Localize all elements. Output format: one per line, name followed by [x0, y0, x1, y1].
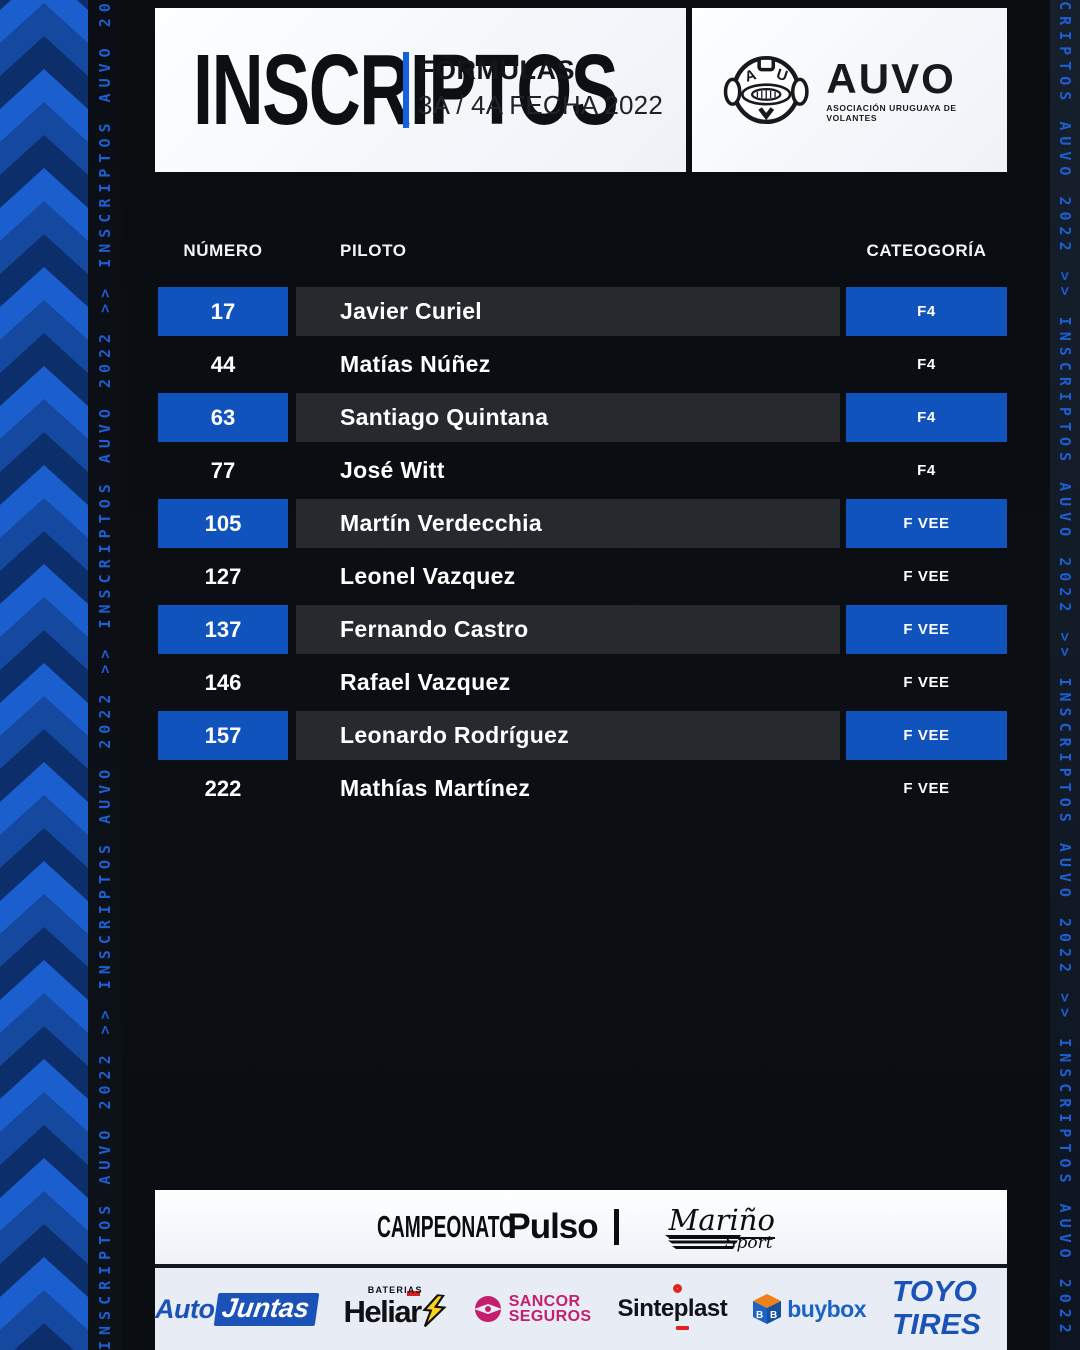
table-row: 44 Matías Núñez F4 — [158, 340, 1007, 389]
marino-sport-logo: Mariño Sport — [635, 1201, 785, 1253]
pilot-name: Martín Verdecchia — [296, 499, 840, 548]
marino-name: Mariño — [668, 1203, 775, 1239]
buybox-label: buybox — [787, 1295, 866, 1322]
heliar-baterias-label: BATERIAS — [367, 1285, 423, 1295]
rail-text-right: INSCRIPTOS AUVO 2022 >> INSCRIPTOS AUVO … — [1056, 0, 1074, 1350]
car-number: 137 — [158, 605, 288, 654]
svg-text:B: B — [770, 1310, 777, 1321]
chevron-pattern — [0, 0, 88, 1350]
category-badge: F VEE — [846, 499, 1007, 548]
pilot-name: Mathías Martínez — [340, 775, 531, 801]
autojuntas-auto-label: Auto — [155, 1293, 215, 1324]
title-panel: INSCRIPTOS FÓRMULAS 3A / 4A FECHA 2022 — [155, 8, 686, 172]
heliar-label: Heliar — [343, 1294, 423, 1329]
sponsor-toyo-tires: TOYO TIRES — [892, 1276, 1007, 1342]
table-row: 157 Leonardo Rodríguez F VEE — [158, 711, 1007, 760]
toyo-tires-label: TOYO TIRES — [892, 1276, 981, 1341]
svg-text:A: A — [743, 66, 759, 86]
lightning-bolt-icon — [421, 1293, 447, 1328]
category-badge: F VEE — [903, 780, 950, 797]
logo-name: AUVO — [826, 54, 956, 102]
pilot-name: Leonardo Rodríguez — [296, 711, 840, 760]
pilot-name: Fernando Castro — [296, 605, 840, 654]
svg-text:B: B — [756, 1310, 763, 1321]
car-number: 127 — [204, 563, 242, 589]
entry-list: 17 Javier Curiel F4 44 Matías Núñez F4 63 Santi… — [158, 287, 1007, 817]
sponsor-sancor: SANCOR SEGUROS — [473, 1292, 592, 1325]
table-row: 105 Martín Verdecchia F VEE — [158, 499, 1007, 548]
championship-label: CAMPEONATO — [377, 1209, 515, 1244]
car-number: 63 — [158, 393, 288, 442]
campeonato-wrap: CAMPEONATO — [377, 1210, 514, 1244]
category-badge: F VEE — [846, 605, 1007, 654]
title-divider — [403, 52, 409, 128]
logo-wordmark: AUVO ASOCIACIÓN URUGUAYA DE VOLANTES — [826, 54, 1007, 123]
header: INSCRIPTOS FÓRMULAS 3A / 4A FECHA 2022 — [155, 8, 1007, 172]
category-badge: F4 — [917, 356, 936, 373]
pilot-name: Javier Curiel — [296, 287, 840, 336]
sponsor-bar: Auto Juntas Heliar BATERIAS SANCOR SEGUR… — [155, 1268, 1007, 1350]
table-row: 146 Rafael Vazquez F VEE — [158, 658, 1007, 707]
footer-brand: CAMPEONATO Pulso Mariño Sport — [155, 1190, 1007, 1264]
marino-sub: Sport — [724, 1233, 773, 1253]
table-row: 222 Mathías Martínez F VEE — [158, 764, 1007, 813]
logo-tagline: ASOCIACIÓN URUGUAYA DE VOLANTES — [826, 102, 957, 123]
table-row: 127 Leonel Vazquez F VEE — [158, 552, 1007, 601]
table-row: 77 José Witt F4 — [158, 446, 1007, 495]
car-number: 146 — [204, 669, 242, 695]
sancor-circle-icon — [473, 1296, 502, 1322]
category-badge: F4 — [846, 287, 1007, 336]
table-row: 137 Fernando Castro F VEE — [158, 605, 1007, 654]
column-header-numero: NÚMERO — [183, 241, 263, 260]
sinteplast-label: Sinteplast — [617, 1295, 728, 1322]
logo-panel: A U AUVO ASOCIACIÓN URUGUAYA DE VOLANTES — [692, 8, 1007, 172]
sponsor-autojuntas: Auto Juntas — [155, 1292, 320, 1326]
category-badge: F VEE — [903, 568, 950, 585]
sinteplast-dash-icon — [675, 1326, 689, 1330]
category-badge: F4 — [917, 462, 936, 479]
car-number: 77 — [210, 457, 236, 483]
table-row: 17 Javier Curiel F4 — [158, 287, 1007, 336]
sinteplast-ring-icon — [672, 1284, 682, 1293]
category-badge: F VEE — [846, 711, 1007, 760]
sponsor-sinteplast: Sinteplast — [617, 1284, 728, 1330]
category-badge: F VEE — [903, 674, 950, 691]
event-date: 3A / 4A FECHA 2022 — [418, 90, 663, 120]
event-info: FÓRMULAS 3A / 4A FECHA 2022 — [418, 55, 663, 121]
table-header: NÚMERO PILOTO CATEOGORÍA — [158, 241, 1007, 261]
car-number: 17 — [158, 287, 288, 336]
brand-divider — [613, 1209, 619, 1245]
event-name: FÓRMULAS — [418, 55, 575, 85]
left-rail: INSCRIPTOS AUVO 2022 >> INSCRIPTOS AUVO … — [88, 0, 121, 1350]
pilot-name: Leonel Vazquez — [340, 563, 516, 589]
car-number: 157 — [158, 711, 288, 760]
pilot-name: Matías Núñez — [340, 351, 491, 377]
pulso-logo: Pulso — [507, 1207, 598, 1246]
table-row: 63 Santiago Quintana F4 — [158, 393, 1007, 442]
sancor-line1: SANCOR — [508, 1292, 581, 1310]
sponsor-buybox: B B buybox — [753, 1294, 866, 1324]
auvo-emblem-icon: A U — [723, 55, 809, 125]
column-header-piloto: PILOTO — [340, 241, 407, 260]
sancor-line2: SEGUROS — [508, 1308, 592, 1325]
car-number: 44 — [210, 351, 236, 377]
right-rail: INSCRIPTOS AUVO 2022 >> INSCRIPTOS AUVO … — [1050, 0, 1080, 1350]
category-badge: F4 — [846, 393, 1007, 442]
pilot-name: José Witt — [340, 457, 445, 483]
svg-text:U: U — [774, 66, 790, 86]
car-number: 105 — [158, 499, 288, 548]
pilot-name: Rafael Vazquez — [340, 669, 511, 695]
footer-divider — [155, 1264, 1007, 1268]
heliar-red-accent — [406, 1291, 420, 1296]
sancor-label: SANCOR SEGUROS — [508, 1292, 592, 1325]
buybox-cube-icon: B B — [753, 1294, 782, 1324]
autojuntas-juntas-label: Juntas — [214, 1292, 320, 1326]
column-header-categoria: CATEOGORÍA — [866, 241, 987, 260]
pilot-name: Santiago Quintana — [296, 393, 840, 442]
car-number: 222 — [204, 775, 242, 801]
sponsor-heliar: Heliar BATERIAS — [343, 1285, 447, 1330]
rail-text-left: INSCRIPTOS AUVO 2022 >> INSCRIPTOS AUVO … — [96, 0, 114, 1350]
